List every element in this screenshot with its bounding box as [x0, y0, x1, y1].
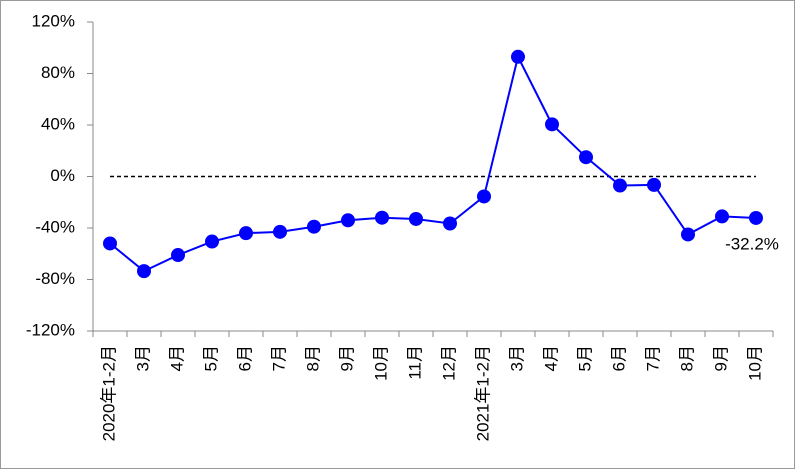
x-tick-label: 10月 [371, 345, 390, 381]
marker [205, 234, 219, 249]
marker [749, 210, 763, 225]
x-tick-label: 2021年1-2月 [473, 345, 492, 441]
marker [273, 224, 287, 239]
marker [375, 210, 389, 225]
x-tick-label: 4月 [167, 345, 186, 371]
x-tick-label: 8月 [303, 345, 322, 371]
x-tick-label: 5月 [201, 345, 220, 371]
marker [477, 189, 491, 204]
marker [307, 219, 321, 234]
x-tick-label: 9月 [711, 345, 730, 371]
x-tick-label: 7月 [269, 345, 288, 371]
marker [545, 117, 559, 132]
x-tick-label: 8月 [677, 345, 696, 371]
marker [409, 211, 423, 226]
value-label: -32.2% [725, 234, 779, 253]
marker [647, 177, 661, 192]
x-tick-label: 3月 [507, 345, 526, 371]
x-tick-label: 12月 [439, 345, 458, 381]
marker [239, 226, 253, 241]
marker [715, 209, 729, 224]
y-tick-label: 120% [32, 11, 75, 30]
marker [341, 213, 355, 228]
x-tick-label: 10月 [745, 345, 764, 381]
marker [511, 49, 525, 64]
x-tick-label: 7月 [643, 345, 662, 371]
marker [613, 178, 627, 193]
y-tick-label: 80% [41, 63, 75, 82]
y-tick-label: 40% [41, 114, 75, 133]
x-tick-label: 6月 [609, 345, 628, 371]
marker [579, 150, 593, 165]
marker [443, 216, 457, 231]
marker [171, 248, 185, 263]
marker [137, 264, 151, 279]
marker [103, 236, 117, 251]
y-tick-label: 0% [50, 166, 75, 185]
x-tick-label: 11月 [405, 345, 424, 380]
y-tick-label: -40% [35, 217, 75, 236]
x-tick-label: 3月 [133, 345, 152, 371]
y-tick-label: -80% [35, 269, 75, 288]
x-tick-label: 9月 [337, 345, 356, 371]
x-tick-label: 4月 [541, 345, 560, 371]
x-tick-label: 2020年1-2月 [99, 345, 118, 441]
x-tick-label: 5月 [575, 345, 594, 371]
y-tick-label: -120% [26, 320, 75, 339]
x-tick-label: 6月 [235, 345, 254, 371]
marker [681, 227, 695, 242]
